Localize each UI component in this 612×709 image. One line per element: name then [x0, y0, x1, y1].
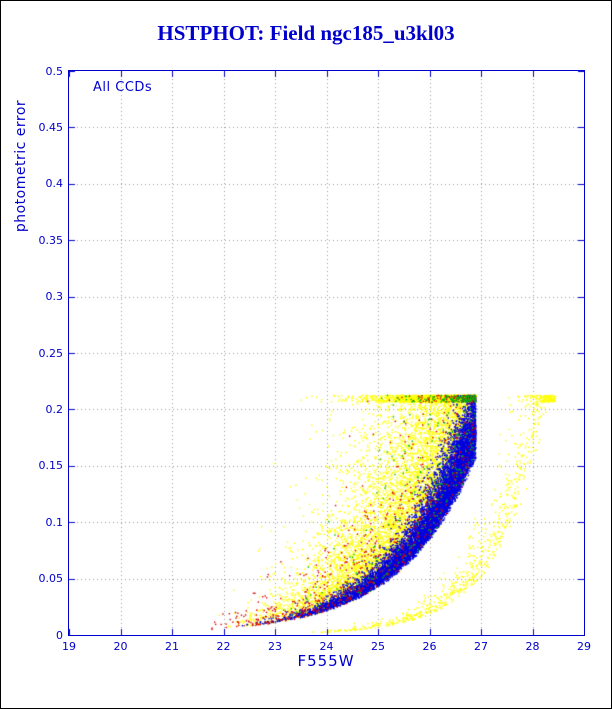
y-tick-label: 0: [56, 628, 63, 642]
x-tick-label: 25: [371, 640, 385, 653]
y-tick-label: 0.4: [45, 177, 64, 191]
x-tick-label: 23: [268, 640, 282, 653]
plot-frame: All CCDs: [68, 70, 585, 636]
y-tick-label: 0.5: [45, 64, 64, 78]
y-tick-label: 0.05: [38, 572, 64, 586]
y-axis-label: photometric error: [13, 99, 29, 233]
x-tick-label: 20: [113, 640, 128, 653]
x-axis-label: F555W: [297, 652, 355, 670]
y-tick-label: 0.35: [38, 233, 64, 247]
y-tick-label: 0.25: [38, 346, 64, 360]
y-tick-label: 0.45: [38, 120, 64, 134]
y-tick-label: 0.3: [45, 290, 64, 304]
x-tick-label: 29: [577, 640, 591, 653]
x-tick-label: 22: [216, 640, 231, 653]
x-tick-label: 26: [422, 640, 437, 653]
scatter-canvas: [69, 71, 584, 635]
y-tick-label: 0.2: [45, 402, 64, 416]
y-tick-label: 0.1: [45, 515, 64, 529]
x-tick-label: 28: [525, 640, 540, 653]
ccd-annotation: All CCDs: [93, 80, 153, 95]
x-tick-label: 24: [319, 640, 334, 653]
chart-title: HSTPHOT: Field ngc185_u3kl03: [157, 21, 455, 45]
x-tick-label: 27: [474, 640, 488, 653]
x-tick-label: 21: [165, 640, 179, 653]
x-tick-label: 19: [62, 640, 76, 653]
y-tick-label: 0.15: [38, 459, 64, 473]
